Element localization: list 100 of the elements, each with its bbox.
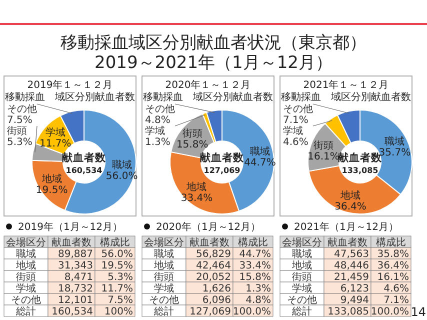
data-label: 100.0% (370, 306, 409, 318)
data-label: 47,563 (334, 249, 369, 260)
data-label: 12,101 (58, 295, 93, 306)
category-label: 地域 (291, 260, 312, 272)
category-label: その他 (11, 294, 41, 306)
category-label: 総計 (15, 306, 36, 318)
text: 会場区分 (6, 236, 46, 248)
data-label: 133,085 (328, 306, 369, 318)
data-label: 1.3% (145, 137, 170, 148)
category-label: 職域 (154, 248, 174, 260)
chart-subtitle: 移動採血 域区分別献血者数 (281, 91, 411, 103)
data-label: 35.7% (378, 147, 411, 158)
text: 133,085 (342, 166, 379, 175)
slice-label: 学域 (45, 126, 66, 138)
data-label: 21,459 (334, 272, 369, 283)
category-label: 街頭 (154, 271, 174, 283)
data-label: 4.6% (384, 284, 409, 294)
data-label: 6,123 (340, 284, 369, 294)
category-label: 学域 (292, 282, 312, 294)
category-label: 学域 (154, 282, 174, 294)
category-label: 総計 (153, 306, 174, 318)
text: 14 (410, 305, 426, 319)
data-label: 18,732 (58, 284, 93, 294)
data-label: 8,471 (64, 272, 93, 283)
data-label: 9,494 (340, 295, 369, 306)
slice-label: 学域 (145, 125, 165, 137)
data-label: 160,534 (52, 306, 93, 318)
slice-label: 地域 (40, 173, 62, 186)
slice-label: 職域 (112, 159, 132, 172)
series-label: 献血者数 (328, 236, 368, 248)
text: 会場区分 (282, 236, 322, 248)
data-label: 7.1% (384, 295, 409, 306)
chart-title: 2021年１～１２月 (303, 79, 389, 91)
slice-label: その他 (283, 103, 313, 115)
data-label: 7.5% (108, 295, 133, 306)
text: 献血者数 (62, 151, 107, 164)
slice-label: 職域 (384, 135, 405, 148)
data-label: 35.8% (377, 249, 409, 260)
data-label: 89,887 (58, 249, 93, 260)
data-label: 56.0% (101, 249, 133, 260)
slice-label: 職域 (250, 146, 270, 158)
category-label: 地域 (15, 260, 36, 272)
slice-label: その他 (145, 103, 175, 115)
slice-label: 地域 (340, 189, 361, 202)
data-label: 11.7% (39, 138, 72, 150)
slice-label: 地域 (186, 181, 207, 194)
category-label: その他 (287, 294, 317, 306)
data-label: 36.4% (377, 260, 409, 272)
series-label: 構成比 (238, 236, 268, 248)
data-label: 15.8% (239, 272, 271, 283)
data-label: 33.4% (239, 260, 271, 272)
category-label: 街頭 (292, 271, 312, 283)
category-label: 地域 (153, 260, 174, 272)
slice-label: 街頭 (314, 140, 334, 152)
text: 2019年（1月～12月） (18, 221, 123, 233)
text: 2021年（1月～12月） (294, 221, 399, 233)
data-label: 7.5% (7, 115, 32, 126)
data-label: 5.3% (7, 137, 32, 148)
category-label: 職域 (292, 248, 312, 260)
slice-label: 学域 (283, 125, 303, 137)
data-label: 20,052 (196, 272, 231, 283)
data-label: 42,464 (196, 260, 231, 272)
data-label: 1.3% (246, 284, 271, 294)
data-label: 44.7% (239, 249, 271, 260)
series-label: 献血者数 (190, 236, 230, 248)
data-label: 4.8% (145, 115, 170, 126)
text: 会場区分 (144, 236, 184, 248)
series-label: 構成比 (376, 236, 406, 248)
data-label: 127,069 (190, 306, 231, 318)
data-label: 4.6% (283, 137, 308, 148)
data-label: 16.1% (377, 272, 409, 283)
text: 献血者数 (200, 151, 245, 164)
text: 2019～2021年（1月～12月） (94, 53, 332, 73)
text: 160,534 (66, 166, 103, 175)
data-label: 15.8% (176, 139, 208, 150)
chart-subtitle: 移動採血 域区分別献血者数 (143, 91, 273, 103)
category-label: その他 (149, 294, 179, 306)
data-label: 4.8% (246, 295, 271, 306)
data-label: 5.3% (108, 272, 133, 283)
data-label: 100% (104, 306, 133, 318)
data-label: 36.4% (334, 201, 366, 212)
series-label: 構成比 (100, 236, 130, 248)
chart-subtitle: 移動採血 域区分別献血者数 (5, 91, 135, 103)
data-label: 7.1% (283, 115, 308, 126)
data-label: 1,626 (202, 284, 231, 294)
category-label: 職域 (16, 248, 36, 260)
data-label: 19.5% (101, 260, 133, 272)
data-label: 6,096 (202, 295, 231, 306)
data-label: 48,446 (334, 260, 369, 272)
data-label: 31,343 (58, 260, 93, 272)
data-label: 11.7% (101, 284, 133, 294)
data-label: 100.0% (232, 306, 271, 318)
chart-title: 2020年１～１２月 (165, 79, 251, 91)
category-label: 学域 (16, 282, 36, 294)
slice-label: 街頭 (182, 127, 202, 140)
chart-title: 2019年１～１２月 (27, 79, 113, 91)
text: 2020年（1月～12月） (156, 221, 261, 233)
slice-label: 街頭 (7, 125, 27, 137)
slice-label: その他 (7, 103, 37, 115)
category-label: 街頭 (16, 271, 36, 283)
